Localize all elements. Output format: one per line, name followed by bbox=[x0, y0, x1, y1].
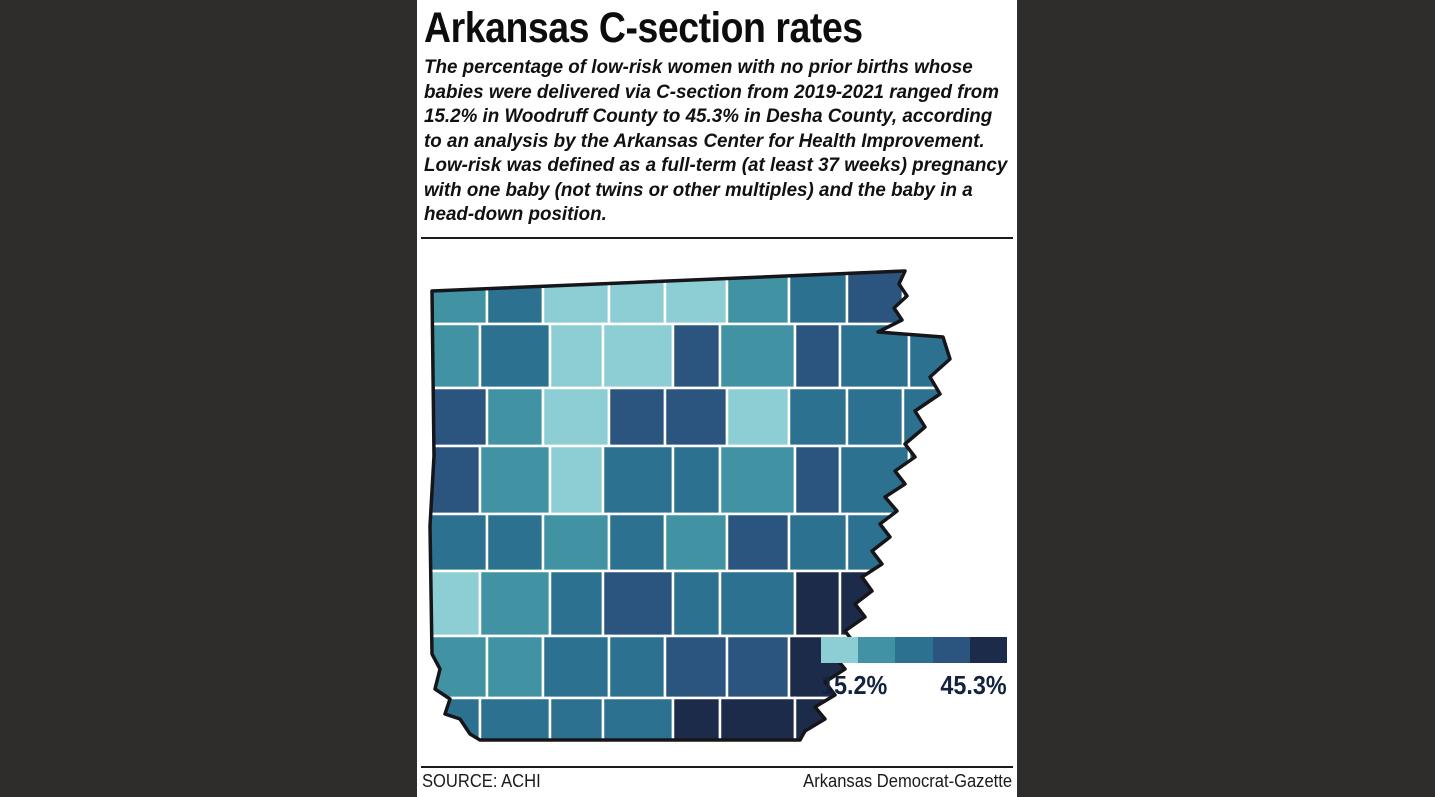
county-cell bbox=[430, 444, 482, 516]
county-cell bbox=[949, 322, 950, 390]
page-title: Arkansas C-section rates bbox=[424, 4, 863, 52]
county-cell bbox=[541, 386, 611, 448]
legend-max-label: 45.3% bbox=[940, 670, 1007, 700]
county-cell bbox=[957, 388, 1017, 446]
source-row: SOURCE: ACHI Arkansas Democrat-Gazette bbox=[422, 771, 1012, 792]
county-cell bbox=[838, 444, 911, 516]
county-cell bbox=[718, 569, 797, 638]
county-cell bbox=[671, 322, 722, 390]
county-cell bbox=[671, 696, 722, 740]
description-line: 15.2% in Woodruff County to 45.3% in Des… bbox=[424, 106, 993, 127]
county-cell bbox=[671, 569, 722, 638]
county-cell bbox=[793, 569, 842, 638]
county-cell bbox=[541, 512, 611, 573]
legend-swatch bbox=[969, 637, 1008, 663]
county-cell bbox=[548, 696, 605, 740]
county-cell bbox=[601, 444, 675, 516]
county-cell bbox=[485, 386, 545, 448]
divider-bottom bbox=[421, 766, 1013, 768]
legend: 15.2% 45.3% bbox=[821, 637, 1008, 701]
county-cell bbox=[838, 696, 911, 740]
county-cell bbox=[478, 569, 552, 638]
description-line: to an analysis by the Arkansas Center fo… bbox=[424, 130, 985, 152]
county-cell bbox=[793, 444, 842, 516]
divider-top bbox=[421, 237, 1013, 239]
county-cell bbox=[601, 322, 675, 390]
county-cell bbox=[485, 512, 545, 573]
county-cell bbox=[663, 271, 729, 326]
arkansas-map bbox=[428, 266, 1017, 742]
county-cell bbox=[485, 271, 545, 326]
county-cell bbox=[901, 271, 950, 326]
county-cell bbox=[607, 634, 667, 700]
county-cell bbox=[725, 512, 791, 573]
county-cell bbox=[718, 696, 797, 740]
county-cell bbox=[478, 696, 552, 740]
county-cell bbox=[718, 444, 797, 516]
county-cell bbox=[541, 271, 611, 326]
county-cell bbox=[907, 696, 950, 740]
county-cell bbox=[478, 322, 552, 390]
county-cell bbox=[430, 386, 489, 448]
county-cell bbox=[607, 271, 667, 326]
county-cell bbox=[671, 444, 722, 516]
county-cell bbox=[548, 322, 605, 390]
county-cell bbox=[430, 322, 482, 390]
county-cell bbox=[663, 634, 729, 700]
county-cell bbox=[901, 512, 950, 573]
county-cell bbox=[793, 322, 842, 390]
county-cell bbox=[787, 386, 849, 448]
description-line: Low-risk was defined as a full-term (at … bbox=[424, 155, 1008, 176]
county-cell bbox=[430, 569, 482, 638]
source-label: SOURCE: ACHI bbox=[422, 771, 541, 791]
credit-label: Arkansas Democrat-Gazette bbox=[803, 771, 1012, 791]
county-cell bbox=[907, 569, 950, 638]
county-cell bbox=[607, 386, 667, 448]
description-line: head-down position. bbox=[424, 204, 607, 225]
county-cell bbox=[663, 512, 729, 573]
county-cell bbox=[663, 386, 729, 448]
map-description: The percentage of low-risk women with no… bbox=[424, 56, 1010, 228]
county-cell bbox=[787, 512, 849, 573]
legend-min-label: 15.2% bbox=[821, 670, 888, 700]
county-cell bbox=[949, 696, 950, 740]
description-line: with one baby (not twins or other multip… bbox=[424, 179, 973, 201]
county-cell bbox=[430, 271, 489, 326]
county-cell bbox=[725, 634, 791, 700]
county-cell bbox=[949, 444, 950, 516]
county-cell bbox=[957, 266, 1017, 324]
legend-swatch bbox=[895, 637, 933, 663]
description-line: babies were delivered via C-section from… bbox=[424, 81, 999, 103]
description-line: The percentage of low-risk women with no… bbox=[424, 57, 973, 78]
legend-swatch bbox=[821, 637, 859, 663]
county-cell bbox=[601, 569, 675, 638]
county-cell bbox=[548, 569, 605, 638]
legend-swatch bbox=[932, 637, 970, 663]
county-cell bbox=[957, 514, 1017, 571]
county-cell bbox=[430, 634, 489, 700]
county-cell bbox=[607, 512, 667, 573]
county-cell bbox=[845, 512, 905, 573]
infographic-panel: Arkansas C-section rates The percentage … bbox=[417, 0, 1017, 797]
county-cell bbox=[485, 634, 545, 700]
county-cell bbox=[478, 444, 552, 516]
county-cell bbox=[725, 386, 791, 448]
county-cell bbox=[845, 386, 905, 448]
county-cell bbox=[718, 322, 797, 390]
legend-labels: 15.2% 45.3% bbox=[821, 670, 1007, 701]
county-cell bbox=[845, 271, 905, 326]
county-cell bbox=[787, 271, 849, 326]
county-cell bbox=[548, 444, 605, 516]
county-cell bbox=[949, 569, 950, 638]
county-cell bbox=[541, 634, 611, 700]
county-cell bbox=[430, 512, 489, 573]
county-cell bbox=[601, 696, 675, 740]
legend-swatches bbox=[821, 637, 1008, 663]
legend-swatch bbox=[858, 637, 896, 663]
state-outline bbox=[428, 269, 952, 742]
